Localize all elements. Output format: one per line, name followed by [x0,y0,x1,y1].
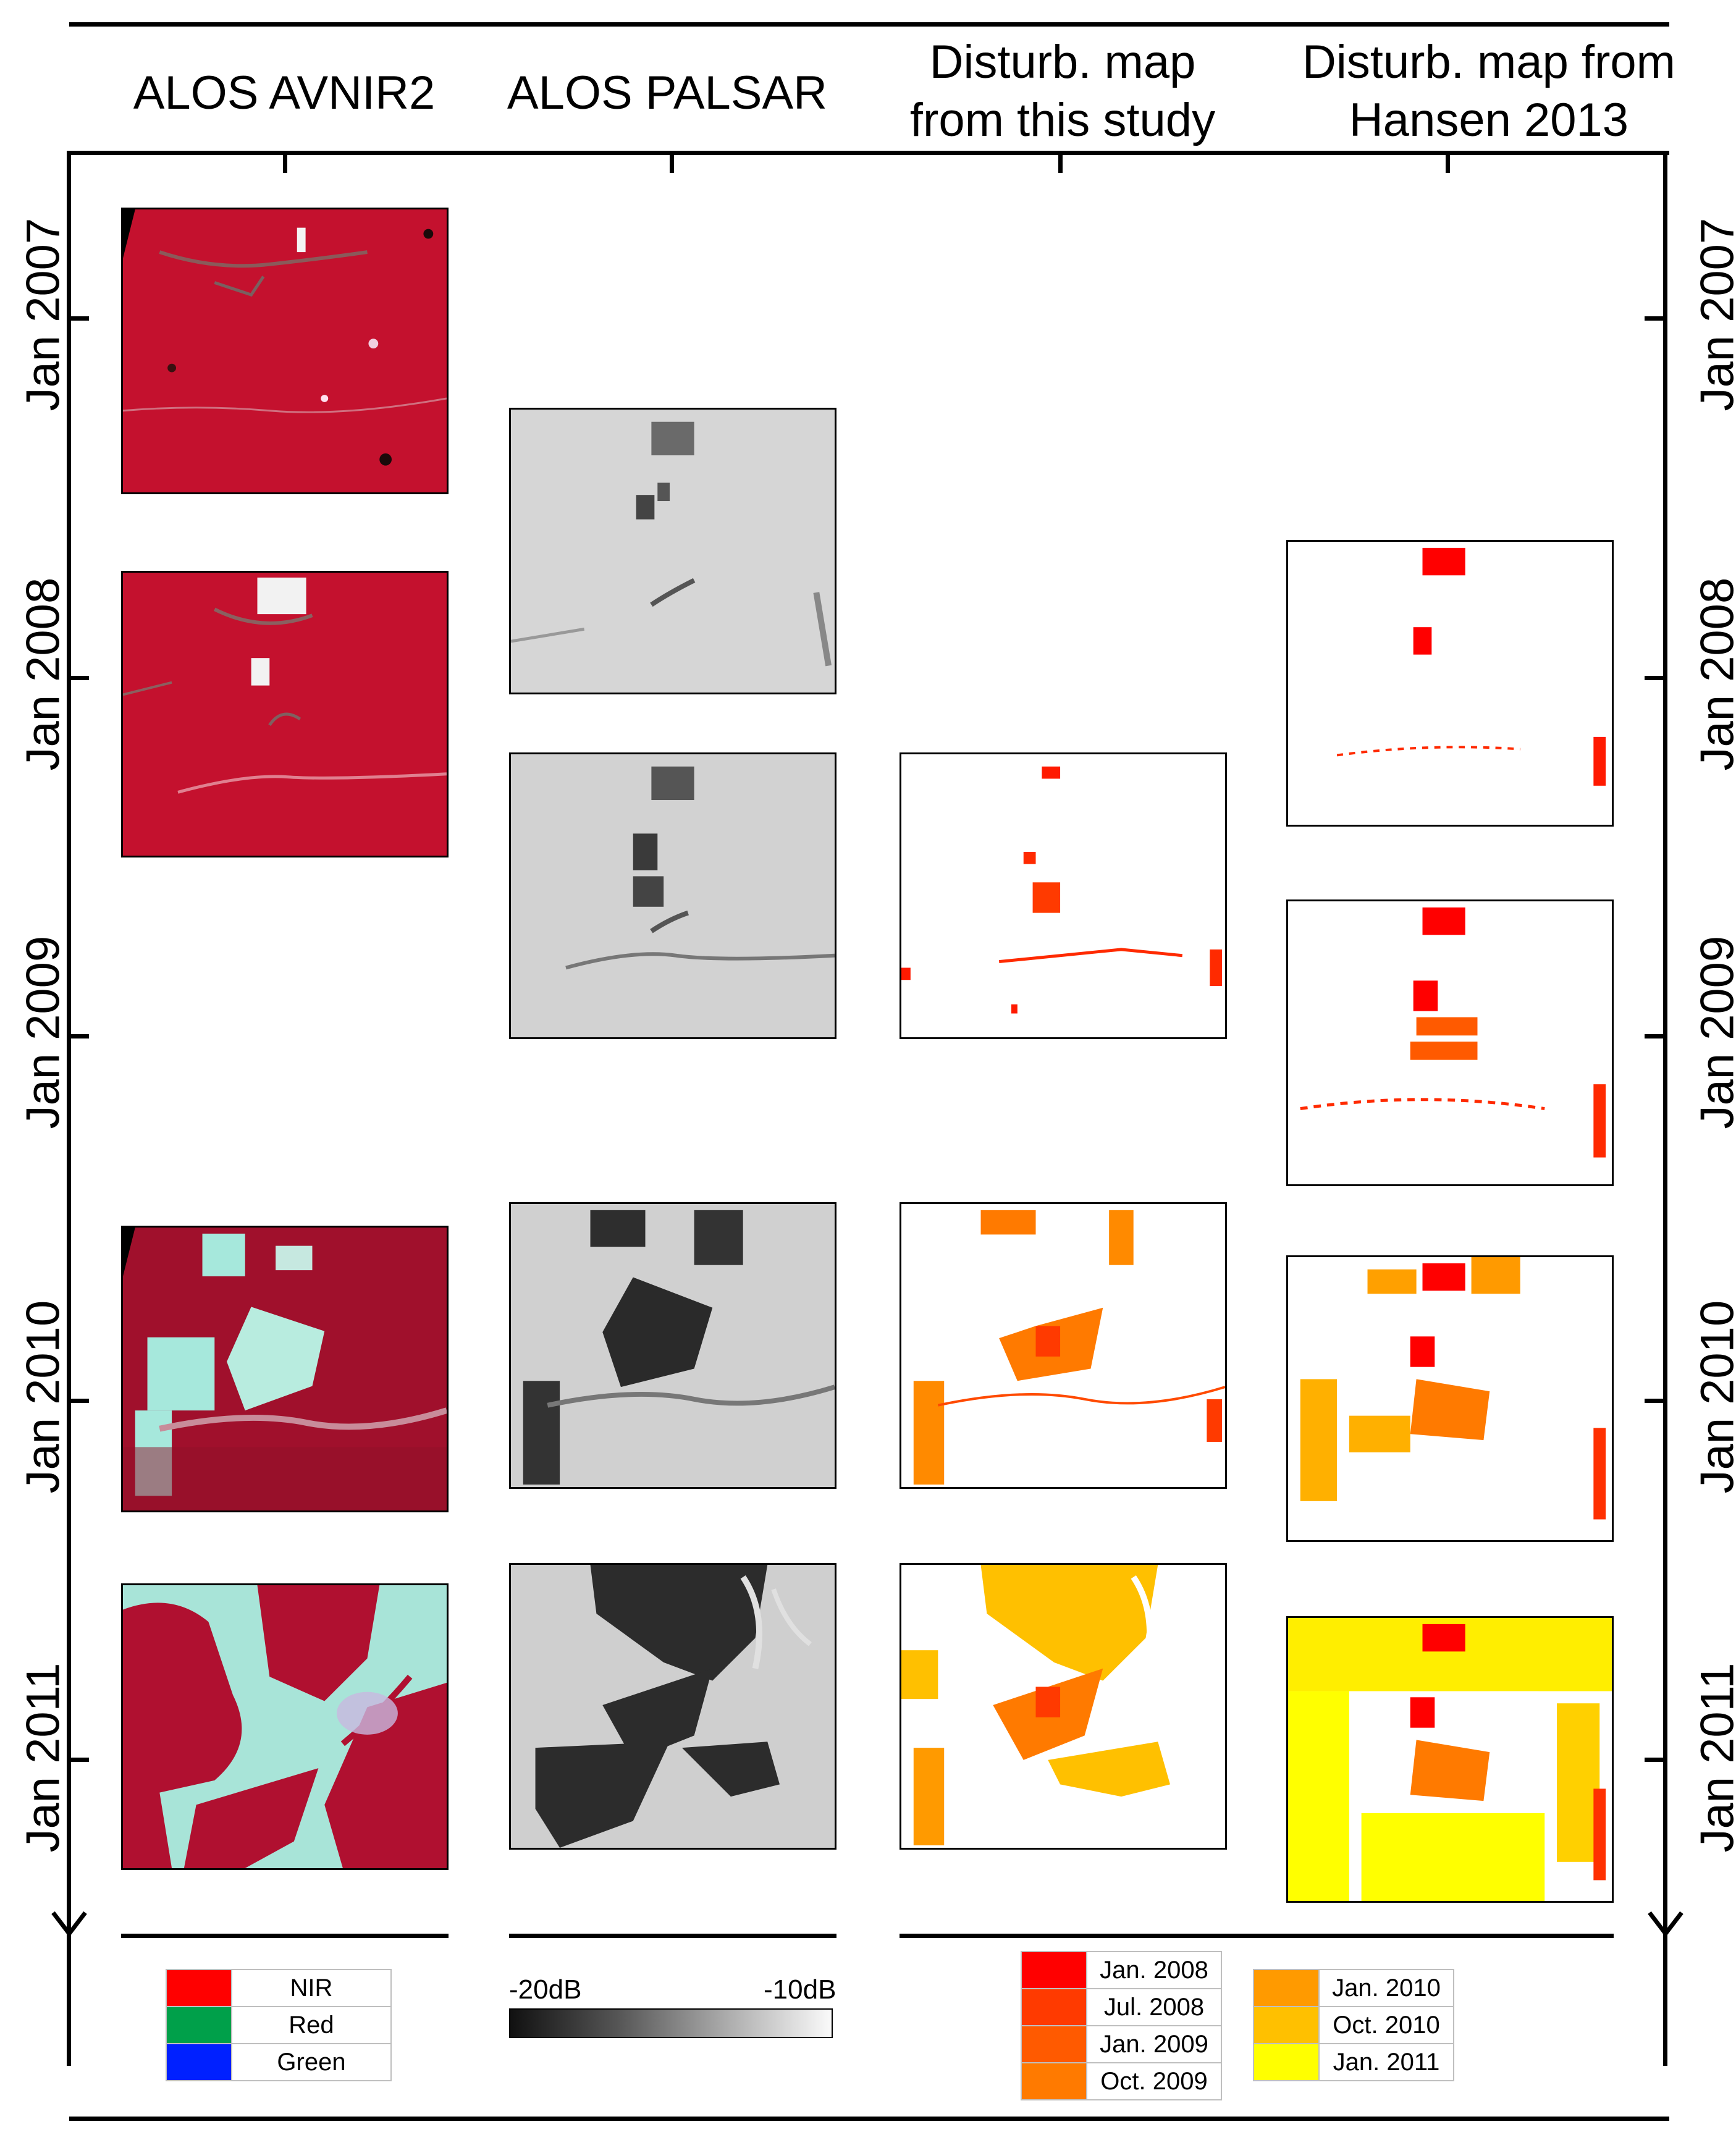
legend-label: NIR [231,1969,392,2007]
column-header-this-study: Disturb. map from this study [909,36,1216,146]
right-time-axis [1663,151,1667,2066]
palsar-image-2008 [509,752,836,1039]
row-tick [1645,676,1663,680]
row-tick [70,316,89,321]
column-header-hansen: Disturb. map from Hansen 2013 [1302,36,1675,146]
this-study-map-2008 [900,752,1227,1039]
red-swatch [166,2006,232,2044]
row-tick [1645,1758,1663,1762]
jul-2008-swatch [1021,1988,1087,2026]
top-rule [69,22,1669,27]
avnir-image-2011 [121,1583,449,1870]
legend-row-red: Red [166,2006,392,2044]
bottom-rule [69,2117,1669,2121]
right-row-label: Jan 2009 [1691,935,1736,1129]
legend-label: Jan. 2010 [1318,1969,1454,2007]
palsar-gray-scale-bar [509,2008,833,2038]
column-tick [283,154,287,173]
disturbance-legend-left: Jan. 2008 Jul. 2008 Jan. 2009 Oct. 2009 [1021,1951,1222,2100]
legend-label: Green [231,2043,392,2081]
row-tick [70,1758,89,1762]
oct-2009-swatch [1021,2062,1087,2100]
legend-rule-disturbance [900,1934,1614,1938]
legend-label: Jul. 2008 [1086,1988,1222,2026]
column-header-avnir: ALOS AVNIR2 [133,67,436,119]
jan-2009-swatch [1021,2025,1087,2063]
green-swatch [166,2043,232,2081]
jan-2010-swatch [1253,1969,1320,2007]
legend-label: Jan. 2008 [1086,1951,1222,1989]
this-study-map-2010 [900,1202,1227,1489]
legend-row: Oct. 2010 [1253,2006,1454,2044]
legend-rule-avnir [121,1934,449,1938]
right-row-label: Jan 2010 [1691,1300,1736,1494]
palsar-image-2011 [509,1563,836,1850]
left-time-axis [67,151,71,2066]
legend-row: Oct. 2009 [1021,2062,1222,2100]
legend-label: Jan. 2009 [1086,2025,1222,2063]
left-row-label: Jan 2010 [17,1300,70,1494]
left-row-label: Jan 2011 [17,1662,70,1853]
column-tick [1446,154,1450,173]
hansen-map-2008 [1286,540,1614,827]
column-tick [670,154,674,173]
right-axis-arrowhead [1648,1911,1683,1937]
right-row-label: Jan 2007 [1691,217,1736,411]
right-row-label: Jan 2011 [1691,1662,1736,1853]
column-tick [1058,154,1063,173]
hansen-map-2010 [1286,1255,1614,1542]
row-tick [70,676,89,680]
legend-row: Jan. 2009 [1021,2025,1222,2063]
avnir-band-legend: NIR Red Green [166,1969,392,2081]
oct-2010-swatch [1253,2006,1320,2044]
avnir-image-2007 [121,208,449,494]
legend-rule-palsar [509,1934,836,1938]
legend-row: Jan. 2008 [1021,1951,1222,1989]
row-tick [70,1034,89,1038]
legend-label: Oct. 2009 [1086,2062,1222,2100]
avnir-image-2010 [121,1226,449,1512]
hansen-map-2011 [1286,1616,1614,1903]
row-tick [70,1399,89,1403]
palsar-image-2007 [509,408,836,694]
disturbance-legend-right: Jan. 2010 Oct. 2010 Jan. 2011 [1253,1969,1454,2081]
legend-row: Jul. 2008 [1021,1988,1222,2026]
jan-2008-swatch [1021,1951,1087,1989]
left-axis-arrowhead [51,1911,87,1937]
legend-row-nir: NIR [166,1969,392,2007]
this-study-map-2011 [900,1563,1227,1850]
left-row-label: Jan 2007 [17,217,70,411]
legend-row: Jan. 2011 [1253,2043,1454,2081]
jan-2011-swatch [1253,2043,1320,2081]
row-tick [1645,1034,1663,1038]
column-header-palsar: ALOS PALSAR [507,67,828,119]
legend-label: Oct. 2010 [1318,2006,1454,2044]
hansen-map-2009 [1286,899,1614,1186]
legend-row-green: Green [166,2043,392,2081]
palsar-image-2010 [509,1202,836,1489]
legend-label: Jan. 2011 [1318,2043,1454,2081]
palsar-min-label: -20dB [509,1974,582,2005]
avnir-image-2008 [121,571,449,857]
header-rule [69,151,1669,155]
row-tick [1645,1399,1663,1403]
nir-swatch [166,1969,232,2007]
left-row-label: Jan 2008 [17,577,70,771]
right-row-label: Jan 2008 [1691,577,1736,771]
legend-label: Red [231,2006,392,2044]
palsar-max-label: -10dB [764,1974,836,2005]
row-tick [1645,316,1663,321]
left-row-label: Jan 2009 [17,935,70,1129]
legend-row: Jan. 2010 [1253,1969,1454,2007]
